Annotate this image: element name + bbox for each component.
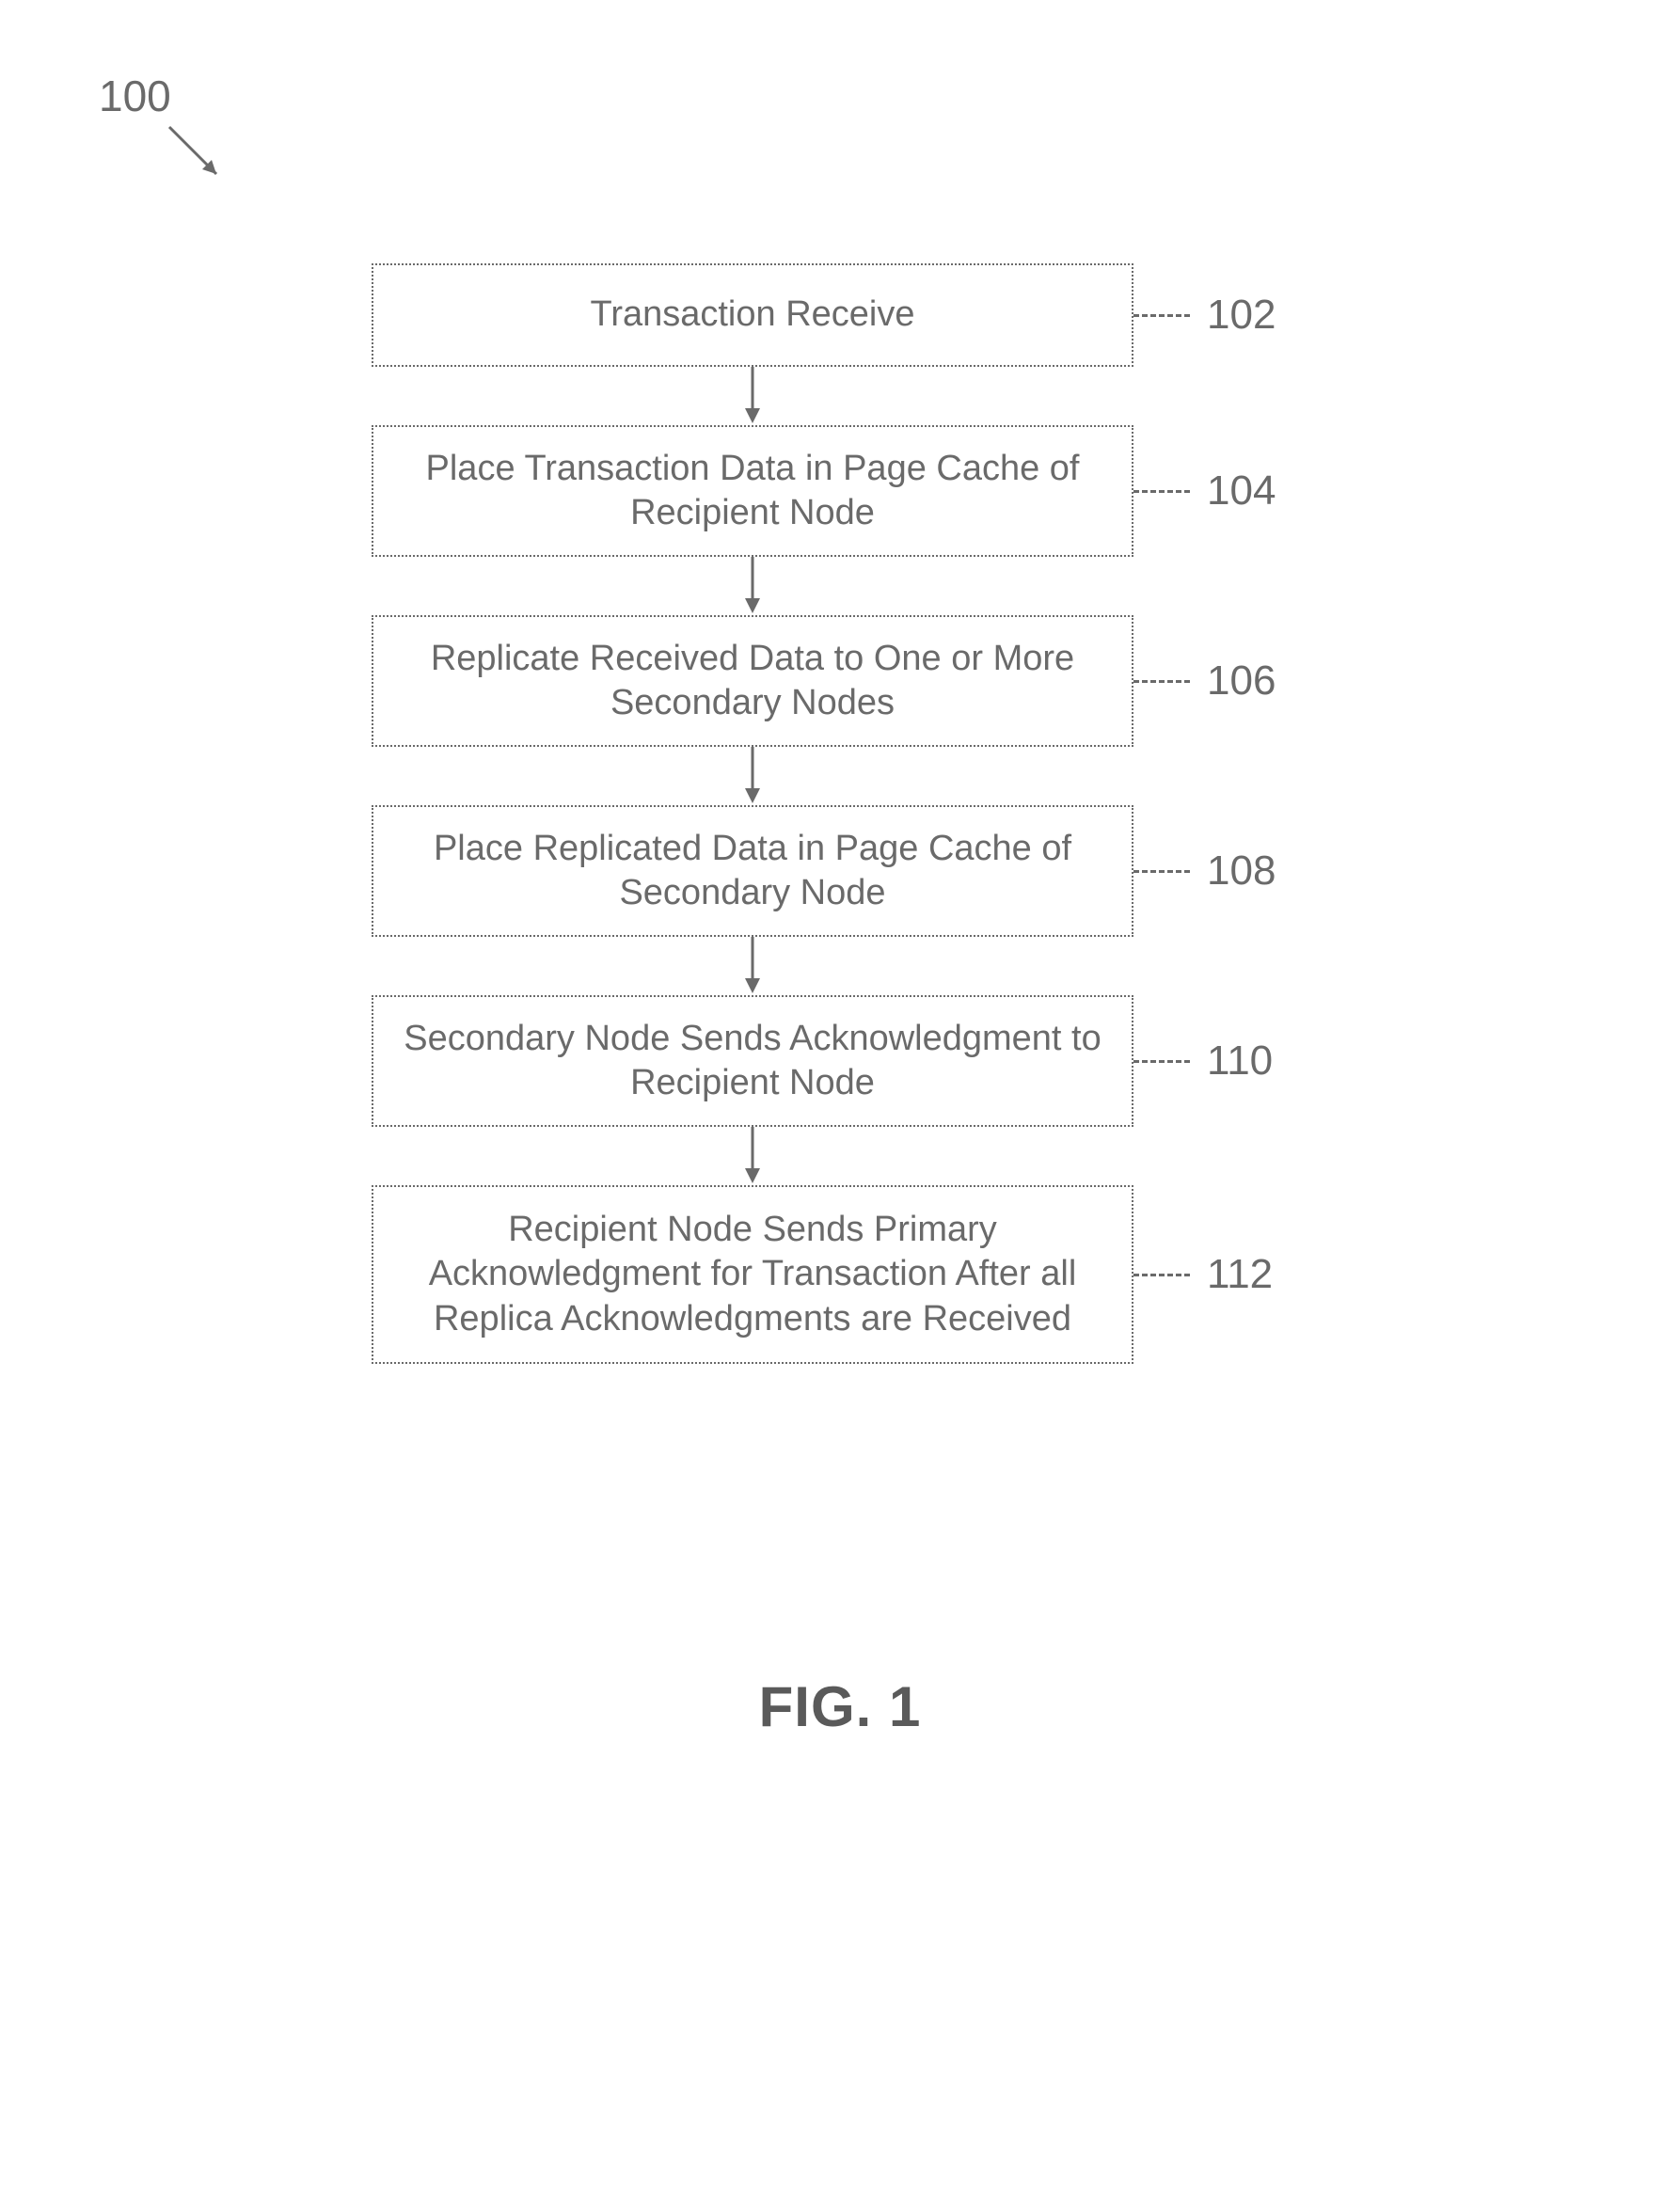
- step-102-box: Transaction Receive: [372, 263, 1133, 367]
- ref-dash: [1133, 1274, 1190, 1276]
- connector-arrow: [372, 367, 1133, 425]
- step-108-box: Place Replicated Data in Page Cache of S…: [372, 805, 1133, 937]
- step-108-ref: 108: [1207, 847, 1276, 895]
- ref-dash: [1133, 314, 1190, 317]
- step-110-ref: 110: [1207, 1038, 1273, 1085]
- step-102-row: Transaction Receive 102: [372, 263, 1308, 367]
- connector-arrow: [372, 747, 1133, 805]
- connector-arrow: [372, 557, 1133, 615]
- step-104-box: Place Transaction Data in Page Cache of …: [372, 425, 1133, 557]
- step-110-row: Secondary Node Sends Acknowledgment to R…: [372, 995, 1308, 1127]
- flowchart: Transaction Receive 102 Place Transactio…: [372, 263, 1308, 1364]
- step-110-box: Secondary Node Sends Acknowledgment to R…: [372, 995, 1133, 1127]
- figure-caption: FIG. 1: [0, 1674, 1680, 1739]
- ref-dash: [1133, 870, 1190, 873]
- step-112-box: Recipient Node Sends Primary Acknowledgm…: [372, 1185, 1133, 1364]
- ref-dash: [1133, 1060, 1190, 1063]
- step-102-ref: 102: [1207, 292, 1276, 339]
- ref-dash: [1133, 680, 1190, 683]
- step-112-ref: 112: [1207, 1251, 1273, 1298]
- figure-ref-arrow: [165, 122, 230, 188]
- step-104-row: Place Transaction Data in Page Cache of …: [372, 425, 1308, 557]
- step-104-ref: 104: [1207, 467, 1276, 515]
- connector-arrow: [372, 937, 1133, 995]
- step-106-box: Replicate Received Data to One or More S…: [372, 615, 1133, 747]
- connector-arrow: [372, 1127, 1133, 1185]
- step-108-row: Place Replicated Data in Page Cache of S…: [372, 805, 1308, 937]
- step-106-ref: 106: [1207, 657, 1276, 705]
- step-106-row: Replicate Received Data to One or More S…: [372, 615, 1308, 747]
- step-112-row: Recipient Node Sends Primary Acknowledgm…: [372, 1185, 1308, 1364]
- figure-ref-100: 100: [99, 71, 171, 121]
- ref-dash: [1133, 490, 1190, 493]
